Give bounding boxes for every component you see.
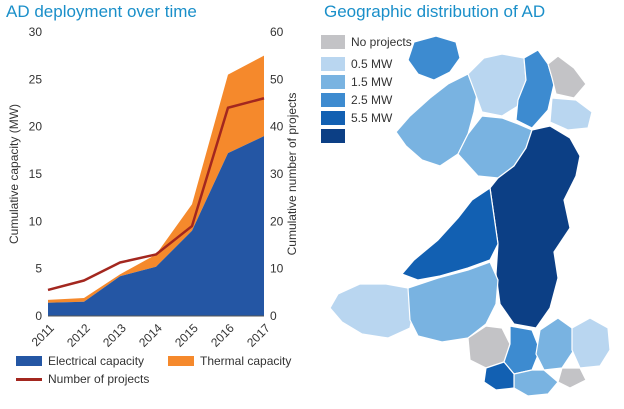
x-tick-label: 2014: [136, 321, 165, 350]
map-region-powys: [489, 125, 581, 329]
map-legend-2-5: 2.5 MW: [321, 92, 412, 108]
map-legend-0-5-label: 0.5 MW: [351, 57, 393, 71]
map-legend-5-5-swatch: [321, 111, 345, 125]
map-region-caerphilly: [535, 317, 575, 371]
map-legend-top: [321, 128, 412, 144]
map-region-wrexham: [549, 97, 593, 131]
map-region-ceredigion: [401, 187, 499, 281]
map-legend-2-5-swatch: [321, 93, 345, 107]
wales-map: [329, 35, 611, 397]
map-region-monmouthshire: [571, 317, 611, 369]
y2-axis-label: Cumulative number of projects: [285, 93, 299, 256]
legend-thermal-label: Thermal capacity: [200, 354, 292, 368]
series-projects-line: [47, 97, 265, 292]
map-legend-5-5: 5.5 MW: [321, 110, 412, 126]
legend-electrical-label: Electrical capacity: [48, 354, 145, 368]
map-legend-5-5-label: 5.5 MW: [351, 111, 393, 125]
y2-tick-label: 40: [270, 120, 284, 134]
legend-projects-label: Number of projects: [48, 372, 150, 386]
x-tick-label: 2012: [64, 321, 93, 350]
map-region-rct: [503, 325, 541, 375]
chart-title: AD deployment over time: [6, 2, 197, 21]
map-legend-none-swatch: [321, 35, 345, 49]
map-legend-top-swatch: [321, 129, 345, 143]
y2-tick-label: 20: [270, 214, 284, 228]
map-region-newport: [557, 367, 587, 389]
map-legend-none: No projects: [321, 34, 412, 50]
x-tick-label: 2013: [100, 321, 129, 350]
y-tick-label: 0: [35, 309, 42, 323]
y2-tick-label: 50: [270, 72, 284, 86]
map-region-gwynedd: [395, 73, 479, 167]
map-region-cardiff: [513, 369, 559, 397]
legend-electrical: Electrical capacity: [16, 354, 144, 368]
map-region-pembrokeshire: [329, 283, 415, 339]
map-region-denbighshire: [515, 49, 555, 129]
map-legend-0-5: 0.5 MW: [321, 56, 412, 72]
map-legend: No projects 0.5 MW 1.5 MW 2.5 MW 5.5 MW: [321, 34, 412, 146]
x-tick-label: 2017: [244, 321, 273, 350]
map-legend-none-label: No projects: [351, 35, 412, 49]
x-tick-label: 2015: [172, 321, 201, 350]
y2-tick-label: 30: [270, 167, 284, 181]
legend-thermal: Thermal capacity: [168, 354, 291, 368]
map-region-anglesey: [407, 35, 461, 81]
series-electrical-area: [48, 136, 264, 316]
chart-legend: Electrical capacity Thermal capacity Num…: [10, 352, 310, 392]
legend-projects: Number of projects: [16, 372, 149, 386]
y-axis-label: Cumulative capacity (MW): [7, 104, 21, 244]
legend-electrical-swatch: [16, 356, 42, 366]
y-tick-label: 30: [29, 25, 43, 39]
y2-tick-label: 0: [270, 309, 277, 323]
series-thermal-area: [48, 55, 264, 303]
y-tick-label: 20: [29, 120, 43, 134]
y-tick-label: 10: [29, 214, 43, 228]
map-legend-0-5-swatch: [321, 57, 345, 71]
map-region-bridgend: [483, 361, 515, 391]
map-legend-1-5-swatch: [321, 75, 345, 89]
y-tick-label: 15: [29, 167, 43, 181]
map-region-flintshire: [547, 55, 587, 99]
map-region-carmarthenshire: [407, 261, 499, 343]
y2-tick-label: 60: [270, 25, 284, 39]
x-tick-label: 2011: [29, 321, 57, 349]
map-legend-1-5-label: 1.5 MW: [351, 75, 393, 89]
map-legend-2-5-label: 2.5 MW: [351, 93, 393, 107]
map-legend-1-5: 1.5 MW: [321, 74, 412, 90]
y-tick-label: 25: [29, 72, 43, 86]
x-tick-label: 2016: [208, 321, 237, 350]
y2-tick-label: 10: [270, 262, 284, 276]
legend-projects-swatch: [16, 377, 42, 381]
map-title: Geographic distribution of AD: [324, 2, 546, 21]
y-tick-label: 5: [35, 262, 42, 276]
legend-thermal-swatch: [168, 356, 194, 366]
